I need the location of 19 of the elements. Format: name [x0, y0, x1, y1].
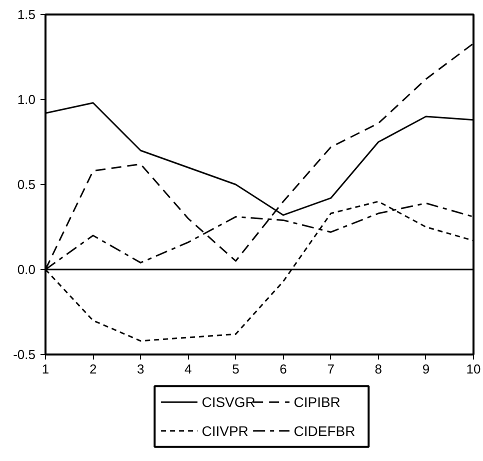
x-tick-label: 9 [422, 362, 430, 376]
y-tick-label: 0.0 [17, 262, 36, 277]
y-tick-label: 1.5 [17, 7, 36, 22]
y-tick-label: 1.0 [17, 92, 36, 107]
x-tick-label: 3 [136, 362, 144, 376]
x-tick-label: 4 [184, 362, 192, 376]
legend-label: CISVGR [202, 394, 256, 410]
x-tick-label: 10 [466, 362, 481, 376]
x-tick-label: 2 [89, 362, 97, 376]
x-tick-label: 1 [42, 362, 50, 376]
x-tick-label: 5 [232, 362, 240, 376]
y-tick-label: 0.5 [17, 177, 36, 192]
x-tick-label: 7 [327, 362, 334, 376]
x-tick-label: 8 [374, 362, 382, 376]
legend-label: CIIVPR [202, 422, 248, 439]
legend-label: CIDEFBR [294, 422, 356, 439]
x-tick-label: 6 [280, 362, 287, 376]
legend-label: CIPIBR [294, 394, 340, 410]
y-tick-label: -0.5 [13, 347, 36, 362]
